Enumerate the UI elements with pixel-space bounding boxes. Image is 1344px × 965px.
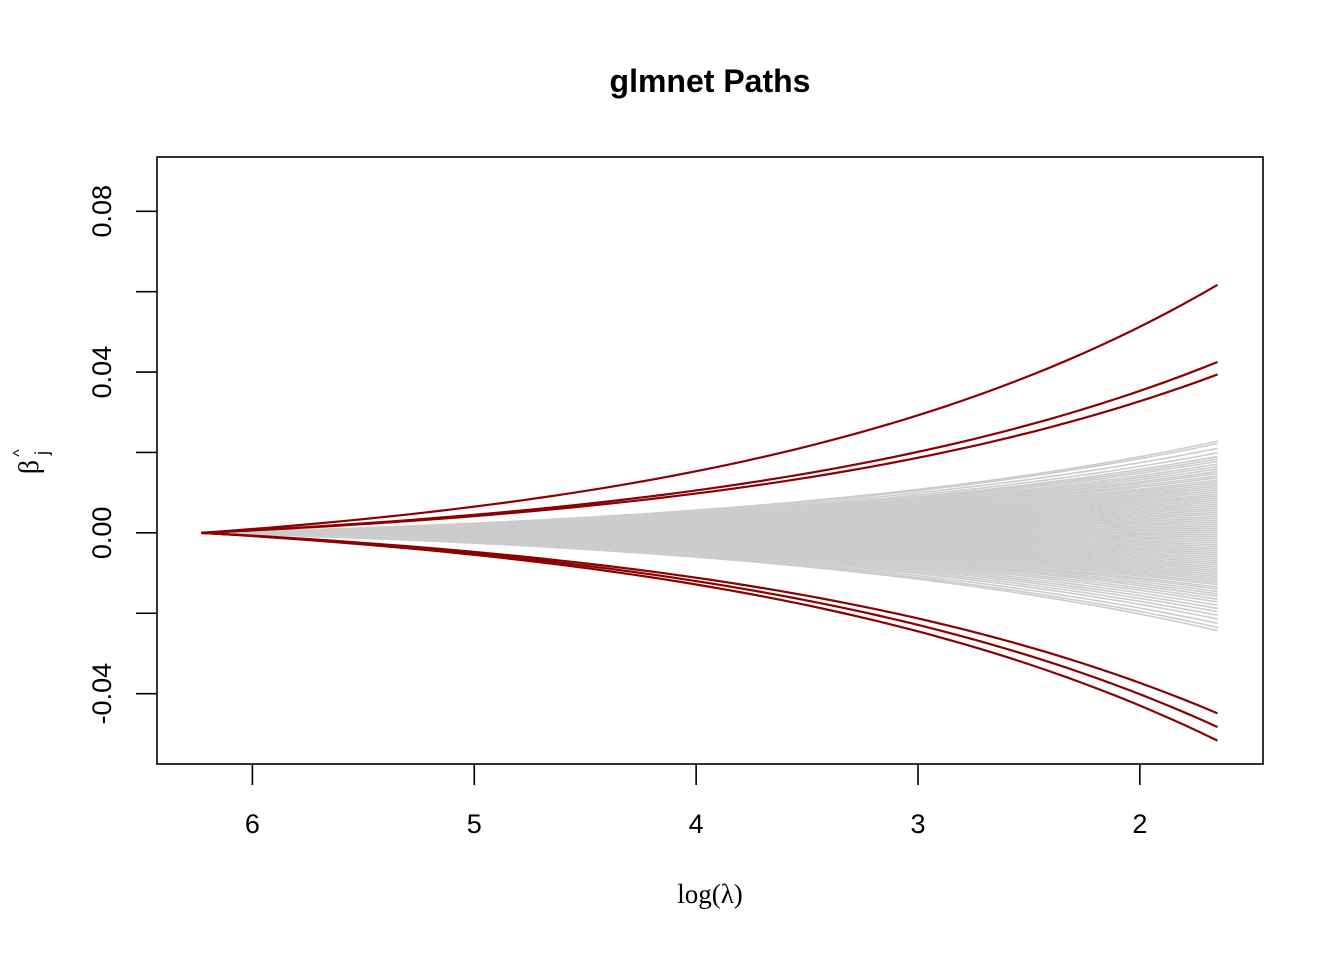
chart-title: glmnet Paths [610, 63, 811, 99]
y-axis-label-beta: β [14, 460, 45, 474]
y-axis: -0.04 0.00 0.04 0.08 [87, 185, 157, 724]
y-tick-label-6: 0.08 [87, 185, 117, 238]
y-axis-label-subscript: j [32, 451, 52, 456]
x-tick-label-0: 6 [245, 809, 260, 839]
y-axis-label-hat: ^ [11, 449, 28, 457]
y-tick-label-0: -0.04 [87, 663, 117, 725]
y-tick-label-4: 0.04 [87, 346, 117, 399]
x-tick-label-3: 3 [910, 809, 925, 839]
y-axis-label: β j ^ [11, 449, 52, 474]
plot-frame [157, 157, 1263, 764]
x-tick-label-1: 5 [467, 809, 482, 839]
x-axis-label: log(λ) [677, 879, 743, 909]
x-tick-label-4: 2 [1132, 809, 1147, 839]
y-tick-label-2: 0.00 [87, 507, 117, 560]
x-axis: 6 5 4 3 2 [245, 764, 1147, 839]
x-tick-label-2: 4 [689, 809, 704, 839]
